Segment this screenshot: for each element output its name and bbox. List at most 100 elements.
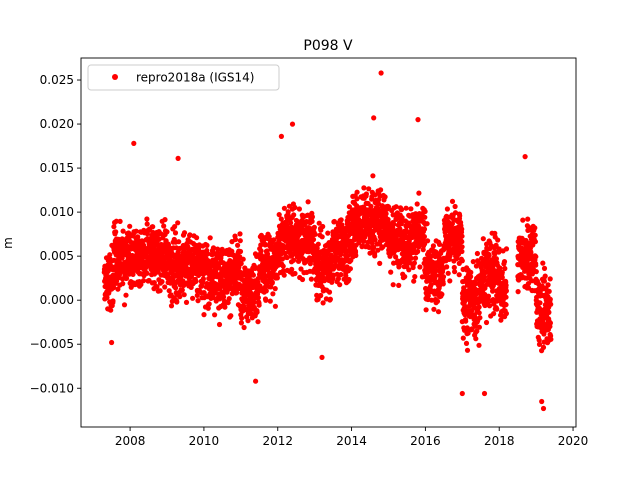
data-point <box>533 269 539 275</box>
data-point <box>388 269 394 275</box>
data-point <box>308 276 314 282</box>
data-point <box>238 320 244 326</box>
legend-marker <box>112 74 118 80</box>
data-point <box>228 313 234 319</box>
data-point <box>529 278 535 284</box>
data-point <box>383 211 389 217</box>
y-axis-label: m <box>1 237 15 249</box>
data-point <box>284 254 290 261</box>
y-tick-label: 0.015 <box>40 161 74 175</box>
data-point <box>234 290 240 296</box>
data-point-outlier <box>278 133 284 139</box>
x-tick-label: 2012 <box>262 434 293 448</box>
data-point <box>159 279 165 285</box>
data-point <box>346 276 352 283</box>
data-point <box>256 302 262 308</box>
x-axis-ticks: 2008 2010 2012 2014 2016 2018 2020 <box>115 427 588 448</box>
data-point <box>370 173 376 179</box>
data-point <box>406 267 412 273</box>
data-point <box>289 266 295 272</box>
data-point <box>459 233 465 239</box>
data-point <box>444 206 450 212</box>
data-point <box>465 330 471 336</box>
data-point <box>123 292 129 298</box>
data-point <box>428 282 434 288</box>
data-point <box>501 259 508 265</box>
data-point <box>335 276 341 282</box>
data-point <box>107 252 113 258</box>
data-point <box>525 216 531 222</box>
data-point <box>239 315 245 321</box>
data-point <box>311 224 317 230</box>
data-point <box>433 272 439 278</box>
data-point <box>411 278 417 284</box>
data-point <box>371 244 377 251</box>
data-point <box>338 272 344 278</box>
y-tick-label: 0.000 <box>40 293 74 307</box>
data-point <box>331 218 337 225</box>
data-point <box>210 245 217 251</box>
data-point <box>425 293 431 299</box>
data-point <box>502 265 508 272</box>
data-point <box>140 278 147 284</box>
data-point <box>326 289 333 295</box>
data-point <box>285 209 291 215</box>
data-point <box>181 292 187 298</box>
data-point <box>296 258 302 264</box>
y-tick-label: −0.010 <box>30 381 74 395</box>
data-point <box>408 255 414 261</box>
data-point <box>271 237 277 243</box>
data-point <box>495 237 501 243</box>
y-tick-label: −0.005 <box>30 337 74 351</box>
data-point <box>496 246 502 252</box>
data-point <box>533 262 539 268</box>
data-point <box>411 260 417 266</box>
data-point <box>205 305 211 311</box>
data-point <box>263 297 269 303</box>
data-point <box>161 223 167 229</box>
data-point <box>485 293 492 299</box>
data-point <box>288 220 294 226</box>
data-point <box>385 204 392 210</box>
data-point <box>436 283 442 289</box>
data-point <box>113 229 119 235</box>
data-point <box>190 295 196 301</box>
data-point <box>449 198 456 204</box>
data-point <box>166 288 172 294</box>
data-point <box>339 222 345 228</box>
data-point <box>435 309 442 315</box>
data-point <box>187 232 193 238</box>
data-point <box>296 206 302 212</box>
y-axis-ticks: −0.010 −0.005 0.000 0.005 0.010 0.015 0.020 0.0… <box>30 73 81 395</box>
data-point <box>483 319 490 326</box>
data-point <box>363 191 369 197</box>
data-point <box>421 234 427 240</box>
data-point <box>281 205 287 211</box>
data-point-outlier <box>459 390 465 397</box>
data-point <box>420 247 426 253</box>
data-point <box>486 252 492 258</box>
y-tick-label: 0.005 <box>40 249 74 263</box>
data-point <box>468 269 474 275</box>
data-point <box>353 252 359 259</box>
data-point <box>449 221 455 227</box>
data-point <box>120 281 126 287</box>
data-point <box>354 189 360 195</box>
data-point <box>451 264 457 271</box>
data-point <box>309 218 315 224</box>
data-point <box>536 337 542 343</box>
data-point <box>320 300 326 306</box>
data-point <box>532 239 539 245</box>
data-point <box>346 204 352 210</box>
data-point <box>547 320 554 326</box>
data-point <box>251 299 257 305</box>
data-point <box>110 298 116 304</box>
data-point <box>452 203 458 210</box>
data-point <box>115 286 121 292</box>
data-point <box>456 272 462 278</box>
data-point <box>540 344 547 350</box>
data-point <box>372 253 378 259</box>
data-point-outlier <box>378 70 384 76</box>
data-point <box>481 274 488 280</box>
data-point <box>430 243 436 249</box>
